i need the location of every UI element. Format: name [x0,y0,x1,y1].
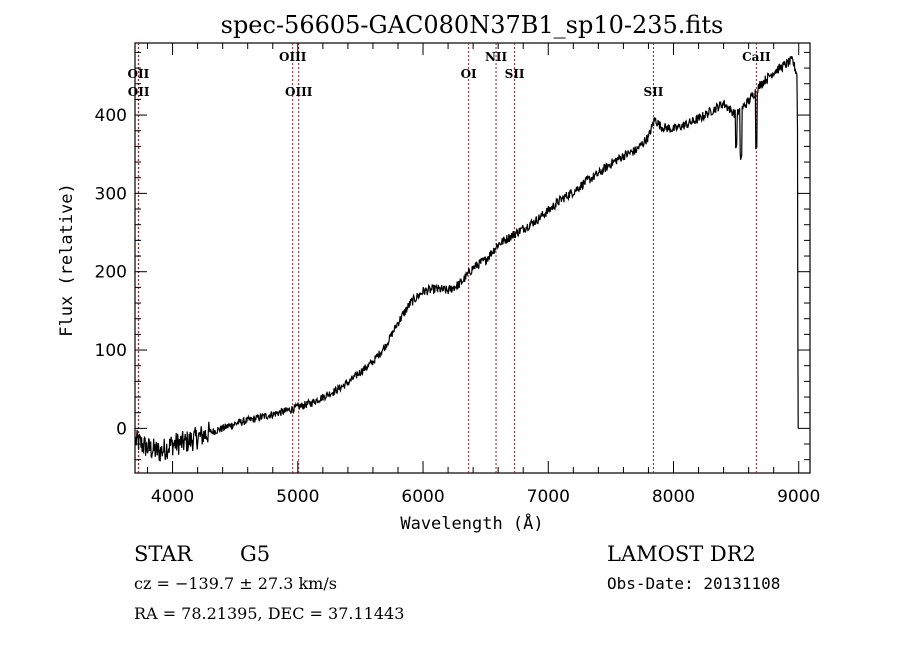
observation-date: Obs-Date: 20131108 [607,574,780,593]
spectrum-line [135,56,799,462]
spectral-line-label: SII [505,67,525,81]
y-tick-label: 200 [95,263,127,283]
spectral-line-label: OII [128,85,150,99]
plot-frame [134,42,811,474]
spectral-line-label: OI [461,67,477,81]
y-tick-label: 300 [95,184,127,204]
redshift-text: cz = −139.7 ± 27.3 km/s [134,574,337,593]
x-tick-label: 8000 [652,487,695,507]
y-axis-ticks: 0 100 200 300 400 [95,51,810,461]
y-axis-label: Flux (relative) [57,183,77,337]
y-tick-label: 100 [95,341,127,361]
y-tick-label: 400 [95,106,127,126]
spectral-line-label: OII [128,67,150,81]
x-tick-label: 7000 [527,487,570,507]
object-subclass: G5 [240,542,270,566]
spectral-line-label: OIII [279,50,307,64]
spectral-line-labels: OII OII OIII OIII OI NII SII SII CaII [128,50,772,99]
x-tick-label: 9000 [777,487,820,507]
x-tick-label: 4000 [151,487,194,507]
spectrum-series [135,56,799,462]
x-axis-label: Wavelength (Å) [400,512,543,534]
x-tick-label: 5000 [276,487,319,507]
spectral-line-label: OIII [285,85,313,99]
spectral-line-markers [137,43,757,473]
spectral-line-label: NII [485,50,508,64]
object-class: STAR [134,542,193,566]
x-axis-ticks: 4000 5000 6000 7000 8000 9000 [147,43,820,507]
spectral-line-label: CaII [742,50,771,64]
survey-name: LAMOST DR2 [607,542,756,566]
y-tick-label: 0 [116,419,127,439]
x-tick-label: 6000 [401,487,444,507]
spectral-line-label: SII [644,85,664,99]
chart-title: spec-56605-GAC080N37B1_sp10-235.fits [221,11,724,39]
coordinates-text: RA = 78.21395, DEC = 37.11443 [134,604,404,623]
